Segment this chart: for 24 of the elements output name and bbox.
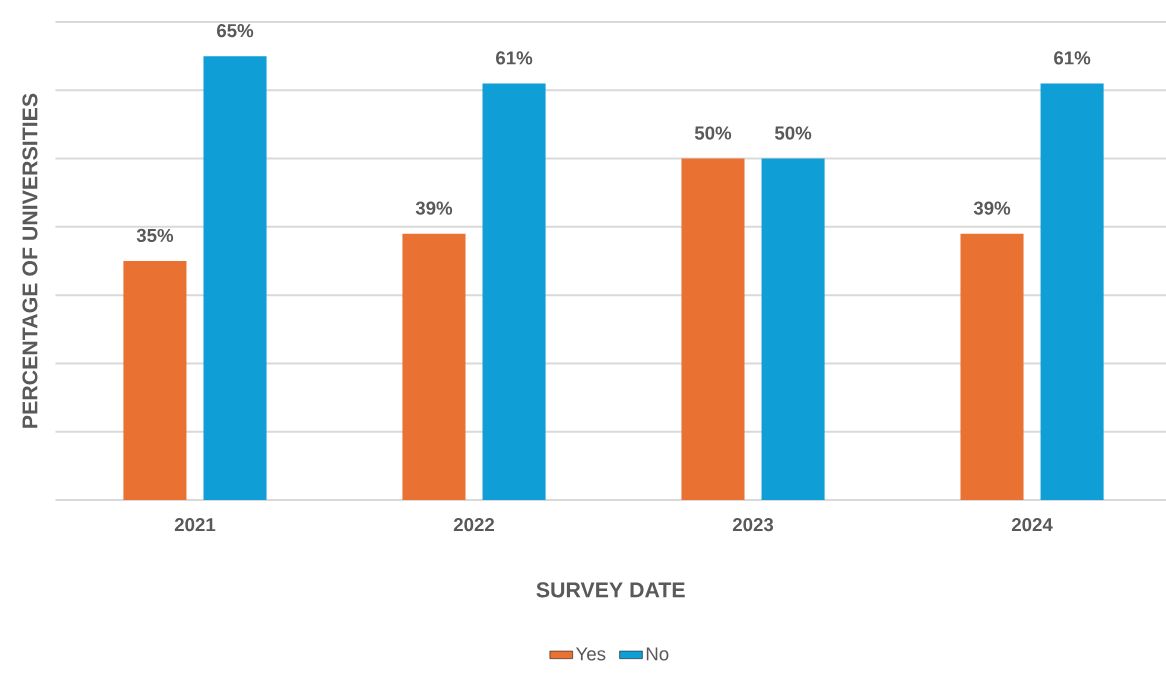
bar	[1040, 83, 1104, 500]
data-label: 39%	[973, 201, 1011, 215]
legend-label: No	[646, 647, 669, 661]
x-axis-title: SURVEY DATE	[536, 582, 685, 598]
bar	[761, 158, 825, 500]
x-tick-label: 2021	[174, 518, 216, 532]
bar	[960, 233, 1024, 500]
x-tick-label: 2024	[1011, 518, 1053, 532]
data-label: 61%	[496, 51, 533, 65]
legend-label: Yes	[575, 647, 606, 661]
data-label: 50%	[694, 126, 732, 140]
bar	[402, 233, 466, 500]
bar	[482, 83, 546, 500]
data-label: 65%	[217, 23, 254, 38]
bar	[203, 56, 267, 500]
data-label: 39%	[415, 201, 453, 215]
y-axis-title: PERCENTAGE OF UNIVERSITIES	[22, 93, 38, 428]
data-label: 35%	[136, 228, 174, 243]
x-tick-label: 2022	[453, 518, 495, 532]
bar	[123, 261, 187, 500]
data-label: 50%	[774, 126, 812, 140]
data-label: 61%	[1054, 51, 1091, 65]
bar	[681, 158, 745, 500]
x-tick-label: 2023	[732, 518, 774, 532]
